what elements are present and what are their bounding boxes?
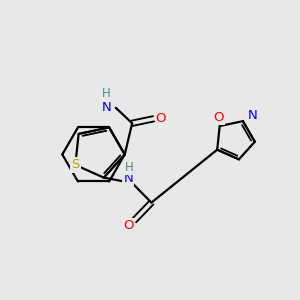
Text: N: N	[123, 172, 133, 185]
Text: O: O	[156, 112, 166, 125]
Text: H: H	[124, 161, 133, 174]
Text: S: S	[71, 158, 80, 172]
Text: N: N	[101, 101, 111, 114]
Text: H: H	[102, 87, 111, 100]
Text: N: N	[248, 109, 257, 122]
Text: O: O	[124, 219, 134, 232]
Text: O: O	[213, 111, 224, 124]
